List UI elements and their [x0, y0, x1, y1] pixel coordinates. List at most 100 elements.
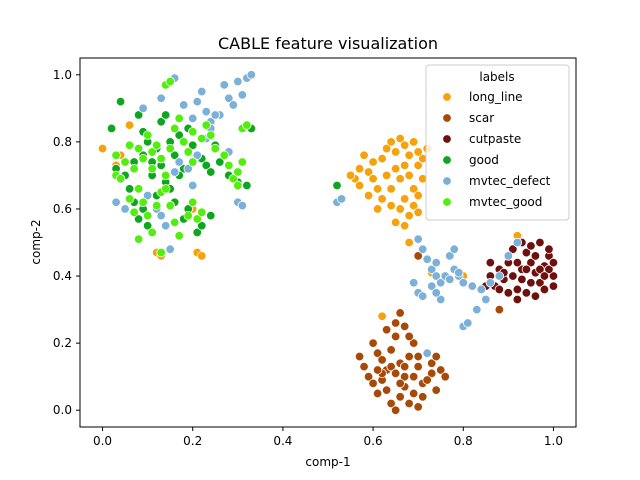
point-long-line-21 [372, 184, 383, 194]
legend-label-good: good [469, 153, 499, 167]
point-scar-28 [422, 375, 432, 385]
point-mvtec-defect-14 [233, 76, 243, 87]
point-mvtec-good-14 [179, 137, 189, 147]
point-mvtec-defect-18 [179, 100, 189, 110]
y-tick-label-5: 1.0 [53, 68, 72, 82]
point-mvtec-defect-45 [445, 251, 455, 261]
point-cutpaste-9 [526, 257, 536, 268]
point-mvtec-good-6 [142, 130, 153, 140]
point-good-18 [206, 167, 216, 177]
point-long-line-46 [345, 170, 356, 181]
point-mvtec-defect-68 [454, 267, 464, 278]
point-scar-25 [408, 388, 419, 399]
point-mvtec-defect-41 [427, 264, 437, 275]
chart-title: CABLE feature visualization [218, 34, 438, 53]
point-scar-34 [354, 351, 365, 362]
point-scar-4 [386, 345, 396, 355]
point-scar-32 [440, 371, 450, 382]
point-mvtec-defect-54 [512, 237, 523, 248]
point-scar-21 [390, 405, 401, 415]
point-scar-29 [427, 358, 437, 368]
point-good-23 [242, 180, 252, 191]
point-scar-48 [413, 251, 423, 261]
point-mvtec-good-46 [165, 76, 175, 87]
point-long-line-11 [363, 167, 374, 177]
point-long-line-15 [390, 147, 401, 157]
point-long-line-28 [408, 184, 419, 194]
point-mvtec-defect-6 [192, 96, 202, 107]
point-long-line-27 [404, 170, 414, 181]
point-mvtec-defect-11 [219, 80, 229, 90]
x-tick-label-3: 0.6 [364, 434, 383, 448]
point-mvtec-defect-15 [237, 90, 248, 100]
point-cutpaste-33 [535, 264, 545, 275]
point-mvtec-defect-34 [120, 204, 130, 214]
point-mvtec-defect-48 [458, 278, 468, 288]
point-mvtec-defect-40 [422, 254, 432, 264]
point-cutpaste-5 [508, 271, 518, 281]
point-mvtec-good-15 [183, 147, 193, 157]
point-mvtec-defect-63 [481, 294, 491, 305]
point-long-line-52 [390, 217, 401, 228]
point-mvtec-good-21 [219, 150, 229, 160]
point-mvtec-good-26 [242, 120, 252, 130]
point-mvtec-good-11 [165, 143, 175, 154]
point-mvtec-defect-51 [485, 278, 496, 288]
point-long-line-36 [408, 200, 419, 211]
point-long-line-9 [359, 150, 369, 160]
point-long-line-35 [404, 210, 414, 221]
point-cutpaste-32 [512, 257, 523, 268]
point-mvtec-defect-52 [494, 271, 505, 281]
point-scar-33 [359, 361, 369, 372]
point-scar-43 [399, 361, 410, 372]
x-tick-label-0: 0.0 [93, 434, 112, 448]
point-mvtec-good-36 [165, 200, 175, 211]
point-good-20 [215, 157, 225, 167]
point-scar-8 [404, 351, 414, 362]
point-mvtec-defect-64 [408, 278, 419, 288]
point-mvtec-good-27 [124, 194, 135, 204]
legend-label-long-line: long_line [469, 90, 523, 104]
point-mvtec-good-23 [228, 174, 239, 184]
point-mvtec-good-2 [124, 140, 135, 150]
point-long-line-40 [413, 147, 423, 157]
point-mvtec-good-10 [160, 170, 171, 181]
point-mvtec-good-41 [192, 214, 202, 224]
point-mvtec-defect-19 [183, 163, 193, 174]
point-mvtec-good-40 [188, 197, 198, 207]
y-tick-label-1: 0.2 [53, 336, 72, 350]
point-long-line-3 [124, 120, 135, 130]
point-mvtec-good-43 [133, 234, 144, 244]
point-good-29 [142, 221, 153, 231]
point-mvtec-good-18 [201, 120, 211, 130]
point-scar-39 [404, 331, 414, 342]
point-cutpaste-23 [521, 288, 532, 298]
point-mvtec-good-47 [188, 127, 198, 137]
point-mvtec-good-52 [147, 163, 157, 174]
point-cutpaste-37 [521, 264, 532, 275]
point-cutpaste-38 [548, 257, 559, 268]
point-mvtec-good-16 [188, 157, 198, 167]
point-mvtec-good-39 [183, 210, 193, 221]
legend-label-mvtec-defect: mvtec_defect [469, 174, 551, 188]
y-tick-label-3: 0.6 [53, 202, 72, 216]
point-long-line-23 [386, 184, 396, 194]
point-long-line-13 [381, 143, 392, 154]
y-axis-ticks: 0.0 0.2 0.4 0.6 0.8 1.0 [53, 68, 80, 417]
point-mvtec-defect-65 [431, 288, 441, 298]
point-mvtec-good-32 [147, 227, 157, 238]
point-scar-24 [404, 398, 414, 409]
point-scar-9 [408, 338, 419, 348]
point-long-line-45 [354, 180, 365, 191]
point-mvtec-defect-2 [156, 93, 166, 103]
point-mvtec-good-42 [197, 207, 207, 218]
point-mvtec-good-4 [133, 143, 144, 154]
point-mvtec-defect-0 [111, 197, 121, 207]
point-mvtec-good-9 [156, 153, 166, 164]
point-mvtec-defect-50 [476, 284, 487, 295]
point-good-0 [106, 123, 117, 134]
point-mvtec-defect-67 [449, 244, 459, 254]
point-scar-16 [368, 378, 378, 389]
legend-title: labels [479, 70, 514, 84]
